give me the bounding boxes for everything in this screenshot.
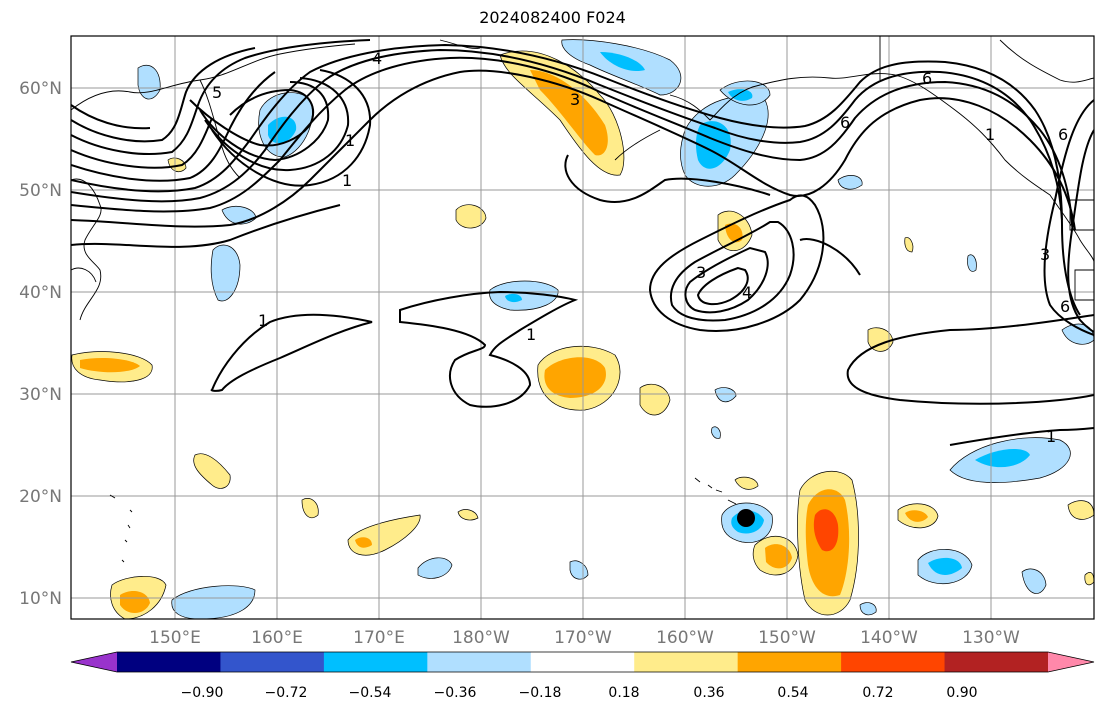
- contour-label: 1: [345, 131, 355, 150]
- colorbar-extend-max: [1048, 652, 1094, 672]
- lon-label: 180°W: [452, 628, 510, 648]
- contour-label: 6: [840, 113, 850, 132]
- lon-label: 150°E: [149, 628, 201, 648]
- colorbar-tick-label: −0.72: [265, 685, 308, 701]
- colorbar-segment: [737, 652, 842, 672]
- colorbar-tick-label: 0.90: [946, 685, 977, 701]
- colorbar-tick-label: 0.54: [777, 685, 808, 701]
- storm-center-marker: [737, 509, 755, 527]
- colorbar-extend-min: [71, 652, 117, 672]
- contour-label: 3: [1040, 245, 1050, 264]
- colorbar-segment: [117, 652, 221, 672]
- lon-label: 170°W: [554, 628, 612, 648]
- colorbar-tick-label: −0.36: [434, 685, 477, 701]
- colorbar-segment: [427, 652, 532, 672]
- contour-label: 6: [922, 69, 932, 88]
- colorbar-segment: [634, 652, 739, 672]
- longitude-labels: 150°E 160°E 170°E 180°W 170°W 160°W 150°…: [149, 628, 1020, 648]
- lon-label: 160°E: [251, 628, 303, 648]
- map-title: 2024082400 F024: [479, 8, 626, 27]
- lon-label: 150°W: [758, 628, 816, 648]
- contour-label: 4: [742, 283, 752, 302]
- lon-label: 170°E: [353, 628, 405, 648]
- colorbar-outline: [70, 651, 1095, 673]
- contour-label: 3: [570, 90, 580, 109]
- lat-label: 30°N: [19, 385, 62, 405]
- colorbar-segment: [220, 652, 325, 672]
- contour-label-group: 4 1 5 3 1 6 6 6 3 1 3 4 1 1 1 6: [212, 49, 1070, 446]
- contour-label: 3: [696, 263, 706, 282]
- anomaly-shading: [71, 39, 1094, 619]
- colorbar-tick-label: 0.36: [693, 685, 724, 701]
- lat-label: 60°N: [19, 79, 62, 99]
- lon-label: 130°W: [962, 628, 1020, 648]
- colorbar-tick-label: −0.54: [349, 685, 392, 701]
- colorbar: [70, 651, 1095, 673]
- contour-label: 5: [212, 83, 222, 102]
- lon-label: 160°W: [656, 628, 714, 648]
- contour-label: 4: [372, 49, 382, 68]
- colorbar-tick-label: −0.18: [519, 685, 562, 701]
- lat-label: 50°N: [19, 181, 62, 201]
- colorbar-tick-label: 0.18: [608, 685, 639, 701]
- contour-lines: [71, 39, 1094, 446]
- colorbar-segment: [841, 652, 946, 672]
- lon-label: 140°W: [860, 628, 918, 648]
- latitude-labels: 60°N 50°N 40°N 30°N 20°N 10°N: [19, 79, 62, 609]
- contour-label: 1: [985, 125, 995, 144]
- contour-label: 1: [258, 311, 268, 330]
- contour-label: 1: [342, 171, 352, 190]
- map-plot-area: 4 1 5 3 1 6 6 6 3 1 3 4 1 1 1 6: [71, 36, 1094, 619]
- contour-label: 6: [1058, 125, 1068, 144]
- map-frame: [70, 35, 1095, 620]
- contour-label: 6: [1060, 297, 1070, 316]
- contour-label: 1: [1046, 427, 1056, 446]
- colorbar-segment: [944, 652, 1049, 672]
- colorbar-segment: [530, 652, 635, 672]
- colorbar-tick-label: −0.90: [181, 685, 224, 701]
- colorbar-segment: [323, 652, 428, 672]
- contour-label: 1: [526, 325, 536, 344]
- lat-label: 10°N: [19, 589, 62, 609]
- colorbar-tick-label: 0.72: [862, 685, 893, 701]
- colorbar-tick-labels: −0.90 −0.72 −0.54 −0.36 −0.18 0.18 0.36 …: [181, 685, 978, 701]
- lat-label: 40°N: [19, 283, 62, 303]
- lat-label: 20°N: [19, 487, 62, 507]
